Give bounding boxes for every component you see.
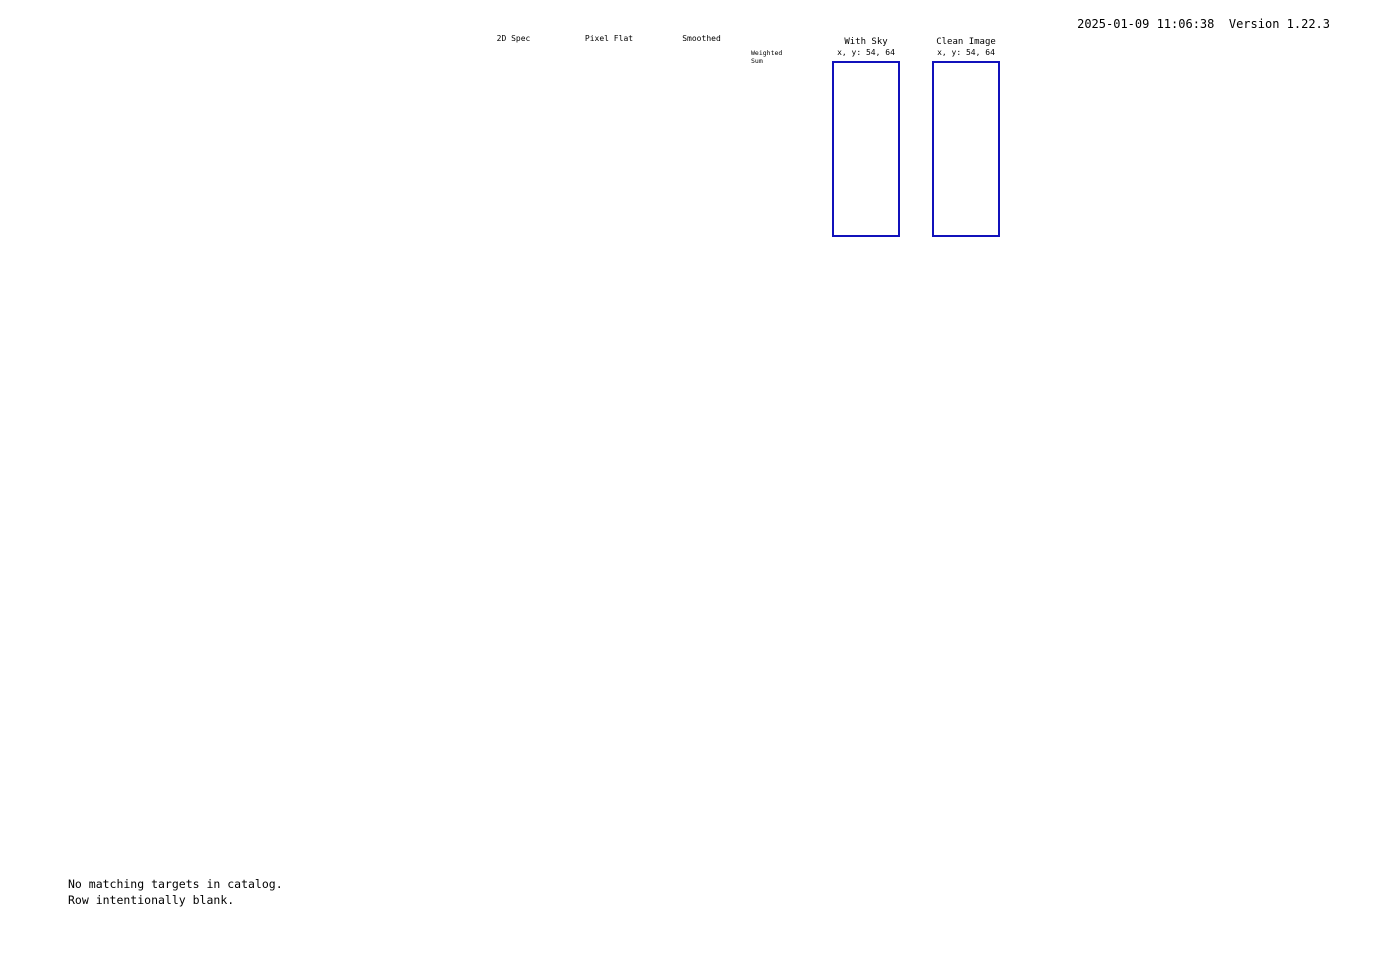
footer-line-2: Row intentionally blank. [68, 893, 235, 907]
footer-line-1: No matching targets in catalog. [68, 877, 283, 891]
col-header-smoothed: Smoothed [682, 34, 721, 43]
full-spectrum-plot [55, 290, 1345, 462]
clean-image-coords: x, y: 54, 64 [937, 48, 995, 57]
version-label: Version 1.22.3 [1228, 17, 1330, 31]
with-sky-coords: x, y: 54, 64 [837, 48, 895, 57]
line-fit-plot [1040, 46, 1340, 224]
with-sky-image [832, 61, 900, 237]
timestamp-version: 2025-01-09 11:06:38 Version 1.22.3 [1048, 3, 1330, 45]
clean-image-title: Clean Image [936, 37, 996, 47]
clean-image [932, 61, 1000, 237]
weighted-sum-label: Weighted Sum [751, 49, 783, 65]
col-header-2dspec: 2D Spec [496, 34, 531, 43]
with-sky-title: With Sky [844, 37, 888, 47]
col-header-pixelflat: Pixel Flat [584, 34, 634, 43]
timestamp: 2025-01-09 11:06:38 [1077, 17, 1215, 31]
